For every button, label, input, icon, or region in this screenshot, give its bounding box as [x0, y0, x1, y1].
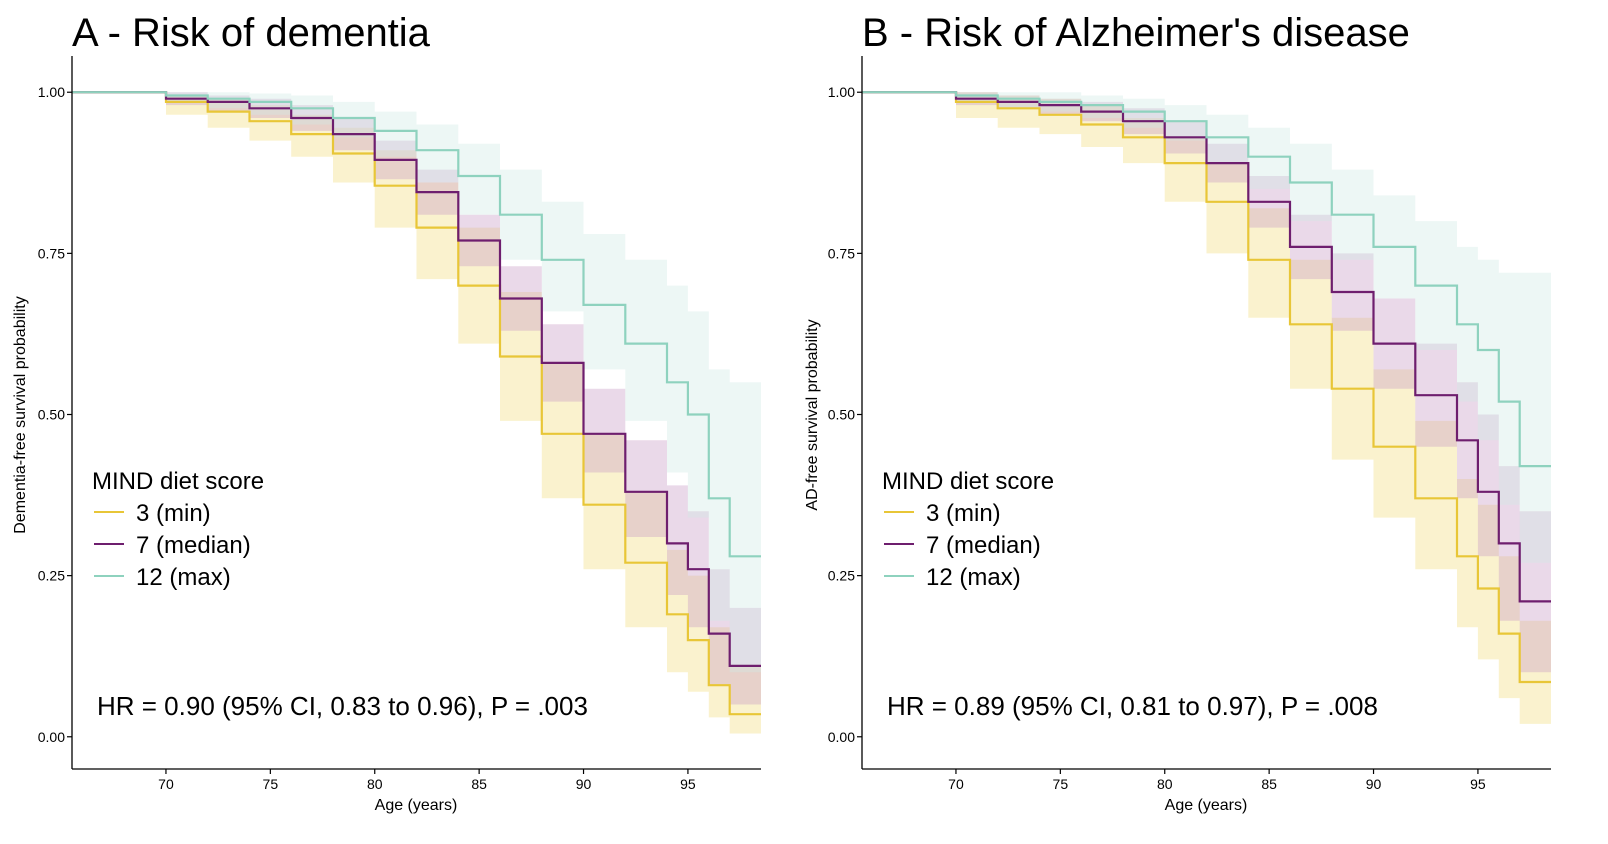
panel-b-survival-line-min — [862, 91, 1551, 684]
panel-a-y-tick-label: 0.75 — [38, 245, 65, 261]
panel-a-y-axis-label: Dementia-free survival probability — [12, 296, 29, 533]
panel-b-legend-title: MIND diet score — [882, 468, 1054, 495]
panel-b-y-axis-label: AD-free survival probability — [804, 319, 821, 510]
panel-b-y-tick-label: 1.00 — [828, 84, 855, 100]
panel-b-x-tick-label: 80 — [1157, 776, 1173, 792]
panel-a-x-tick-label: 75 — [263, 776, 279, 792]
panel-a-legend: MIND diet score 3 (min) 7 (median) 12 (m… — [92, 468, 264, 591]
panel-a-legend-label-min: 3 (min) — [136, 500, 211, 527]
panel-a: A - Risk of dementia 0.00 0.25 0.50 0.75 1.0… — [12, 11, 761, 814]
panel-b-y-tick-label: 0.25 — [828, 568, 855, 584]
panel-a-x-axis-label: Age (years) — [375, 797, 458, 814]
panel-a-y-tick-label: 0.50 — [38, 407, 65, 423]
panel-b-legend-label-min: 3 (min) — [926, 500, 1001, 527]
panel-b-legend-label-median: 7 (median) — [926, 532, 1041, 559]
panel-a-plot: 0.00 0.25 0.50 0.75 1.00 70 75 80 85 90 95 — [38, 56, 761, 792]
panel-a-survival-line-min — [72, 91, 761, 716]
panel-a-hazard-ratio-annotation: HR = 0.90 (95% CI, 0.83 to 0.96), P = .0… — [97, 691, 588, 721]
panel-a-x-tick-label: 95 — [680, 776, 696, 792]
panel-b-x-axis-label: Age (years) — [1165, 797, 1248, 814]
panel-a-x-tick-label: 70 — [158, 776, 174, 792]
panel-a-ci-band-max — [72, 92, 761, 673]
panel-a-y-tick-label: 1.00 — [38, 84, 65, 100]
panel-b-ci-band-median — [862, 92, 1551, 673]
panel-a-y-tick-label: 0.25 — [38, 568, 65, 584]
panel-b-y-tick-label: 0.50 — [828, 407, 855, 423]
panel-a-y-tick-label: 0.00 — [38, 729, 65, 745]
panel-b-hazard-ratio-annotation: HR = 0.89 (95% CI, 0.81 to 0.97), P = .0… — [887, 691, 1378, 721]
panel-b-legend-label-max: 12 (max) — [926, 564, 1021, 591]
panel-b-x-tick-label: 85 — [1261, 776, 1277, 792]
panel-b-survival-line-median — [862, 91, 1551, 603]
panel-a-legend-label-max: 12 (max) — [136, 564, 231, 591]
panel-b-legend: MIND diet score 3 (min) 7 (median) 12 (m… — [882, 468, 1054, 591]
panel-a-x-tick-label: 90 — [576, 776, 592, 792]
panel-b-survival-line-max — [862, 91, 1551, 468]
panel-a-x-tick-label: 80 — [367, 776, 383, 792]
panel-b-plot: 0.00 0.25 0.50 0.75 1.00 70 75 80 85 90 95 — [828, 56, 1551, 792]
panel-a-x-tick-label: 85 — [471, 776, 487, 792]
panel-a-survival-line-max — [72, 91, 761, 558]
panel-b-ci-band-min — [862, 92, 1551, 724]
panel-b: B - Risk of Alzheimer's disease 0.00 0.25… — [804, 11, 1551, 814]
panel-b-x-tick-label: 75 — [1053, 776, 1069, 792]
panel-b-y-tick-label: 0.75 — [828, 245, 855, 261]
panel-b-y-tick-label: 0.00 — [828, 729, 855, 745]
panel-b-x-tick-label: 95 — [1470, 776, 1486, 792]
panel-b-x-tick-label: 70 — [948, 776, 964, 792]
panel-a-legend-label-median: 7 (median) — [136, 532, 251, 559]
panel-a-title: A - Risk of dementia — [72, 11, 431, 55]
panel-b-ci-band-max — [862, 92, 1551, 563]
panel-b-title: B - Risk of Alzheimer's disease — [862, 11, 1410, 55]
panel-a-legend-title: MIND diet score — [92, 468, 264, 495]
panel-b-x-tick-label: 90 — [1366, 776, 1382, 792]
panel-a-survival-line-median — [72, 91, 761, 668]
